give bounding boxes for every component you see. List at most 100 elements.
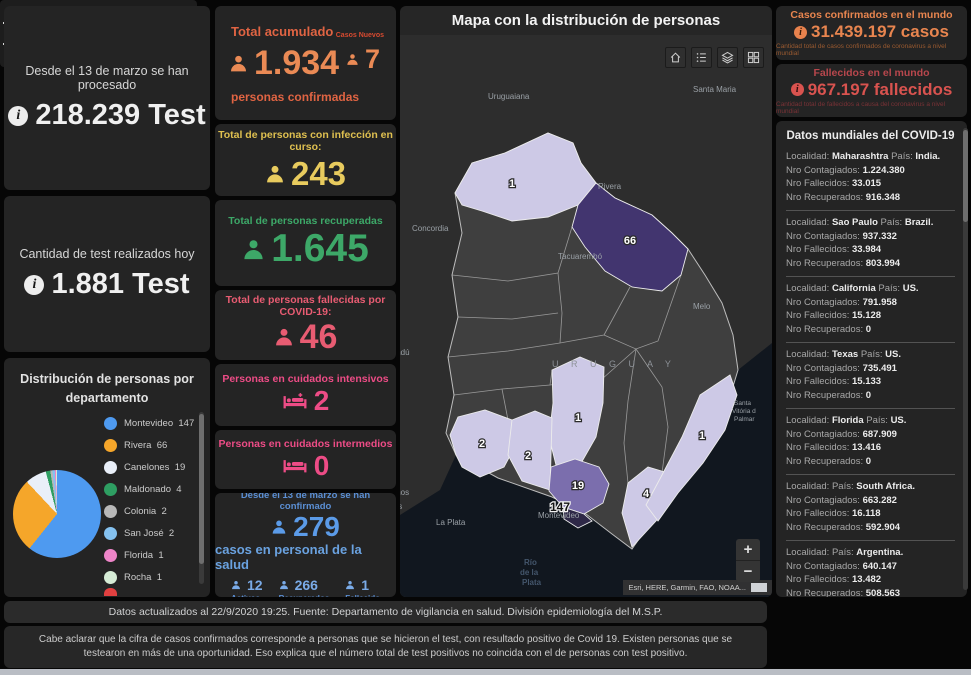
world-entry: Localidad: Sao Paulo País: Brazil. Nro Co…: [786, 211, 955, 277]
world-entry: Localidad: California País: US. Nro Conta…: [786, 277, 955, 343]
map-label-tacuarembo: Tacuarembó: [558, 252, 603, 261]
legend-scrollbar[interactable]: [199, 412, 204, 584]
cases-colonia: 2: [479, 438, 485, 450]
cases-san-jose: 2: [525, 450, 531, 462]
legend-label: San José 2: [124, 527, 175, 539]
map-title: Mapa con la distribución de personas: [451, 12, 721, 29]
world-deaths-value: 967.197 fallecidos: [807, 79, 953, 99]
distribution-pie-chart[interactable]: [13, 470, 101, 558]
zoom-out-button[interactable]: −: [736, 561, 760, 582]
legend-label: Florida 1: [124, 549, 164, 561]
tests-today-value: 1.881 Test: [51, 268, 190, 300]
hw-deceased-col: 1 Fallecido: [345, 577, 380, 598]
icu-value: 2: [313, 385, 330, 416]
legend-label: Maldonado 4: [124, 483, 182, 495]
legend-swatch: [104, 482, 117, 496]
icu-label: Personas en cuidados intensivos: [222, 373, 389, 385]
person-icon: [275, 328, 292, 346]
legend-partial-item: [104, 588, 117, 596]
world-deaths-panel: Fallecidos en el mundo i 967.197 falleci…: [776, 64, 967, 117]
legend-swatch: [104, 548, 117, 562]
icu-value-row: 2: [282, 385, 330, 417]
world-data-panel: Datos mundiales del COVID-19 Localidad: …: [776, 121, 967, 597]
tests-processed-value-row: i 218.239 Test: [8, 99, 206, 132]
health-workers-value: 279: [293, 510, 340, 542]
world-entry: Localidad: Maharashtra País: India. Nro C…: [786, 145, 955, 211]
hw-active-col: 12 Activos: [231, 577, 263, 598]
world-confirmed-value: 31.439.197 casos: [810, 22, 949, 41]
world-list-scrollbar-thumb[interactable]: [963, 130, 968, 222]
basemap-grid-icon[interactable]: [743, 47, 764, 68]
zoom-in-button[interactable]: +: [736, 539, 760, 561]
legend-list-icon[interactable]: [691, 47, 712, 68]
legend-item[interactable]: Rocha 1: [104, 566, 196, 588]
map-attribution: Esri, HERE, Garmin, FAO, NOAA...: [623, 580, 772, 595]
legend-item[interactable]: Canelones 19: [104, 456, 196, 478]
legend-item[interactable]: San José 2: [104, 522, 196, 544]
legend-scrollbar-thumb[interactable]: [199, 414, 204, 564]
tests-today-value-row: i 1.881 Test: [24, 268, 190, 301]
info-icon[interactable]: i: [8, 105, 29, 126]
legend-swatch: [104, 504, 117, 518]
world-list-scrollbar[interactable]: [963, 128, 968, 590]
deaths-card: Total de personas fallecidas por COVID-1…: [215, 290, 396, 360]
health-workers-label: Desde el 13 de marzo se han confirmado: [240, 493, 371, 512]
health-workers-breakdown: 12 Activos 266 Recuperados 1 Fallecido: [215, 577, 396, 598]
map-panel: Mapa con la distribución de personas: [400, 6, 772, 597]
health-workers-value-row: 279: [271, 511, 340, 543]
person-icon: [347, 54, 358, 65]
world-list: Localidad: Maharashtra País: India. Nro C…: [786, 145, 955, 597]
uruguay-map[interactable]: Uruguaiana Santa Maria Concordia Rivera …: [400, 35, 772, 597]
map-label-rivera-city: Rivera: [598, 182, 622, 191]
legend-swatch: [104, 570, 117, 584]
map-label-santa-maria: Santa Maria: [693, 85, 737, 94]
info-icon[interactable]: i: [790, 83, 804, 96]
legend-item[interactable]: Maldonado 4: [104, 478, 196, 500]
map-label-santa-vitoria-3: Palmar: [734, 416, 755, 423]
legend-item[interactable]: Montevideo 147: [104, 412, 196, 434]
footer-updated: Datos actualizados al 22/9/2020 19:25. F…: [4, 601, 767, 623]
person-icon: [244, 239, 263, 259]
tests-processed-label: Desde el 13 de marzo se han procesado: [25, 64, 189, 92]
layers-icon[interactable]: [717, 47, 738, 68]
person-icon: [232, 580, 240, 589]
world-data-title: Datos mundiales del COVID-19: [786, 130, 955, 142]
map-label-buenos-aires-2: Aires: [400, 502, 402, 511]
legend-item[interactable]: Florida 1: [104, 544, 196, 566]
world-deaths-subtitle: Cantidad total de fallecidos a causa del…: [776, 100, 946, 115]
map-label-country: U R U G U A Y: [552, 359, 676, 369]
map-zoom-controls: + −: [736, 539, 760, 582]
bottom-strip: [0, 669, 971, 675]
distribution-legend: Montevideo 147 Rivera 66 Canelones 19 Maldo…: [104, 412, 196, 588]
person-icon: [230, 55, 247, 72]
home-icon[interactable]: [665, 47, 686, 68]
recovered-card: Total de personas recuperadas 1.645: [215, 200, 396, 286]
department-rivera[interactable]: [571, 182, 689, 292]
map-label-la-plata: La Plata: [436, 518, 466, 527]
cases-florida: 1: [575, 412, 581, 424]
deaths-value-row: 46: [274, 318, 337, 357]
legend-swatch: [104, 460, 117, 474]
recovered-value: 1.645: [271, 227, 369, 270]
accumulated-value: 1.934: [254, 44, 340, 82]
map-label-santa-vitoria-2: Vitória d: [732, 408, 756, 415]
legend-item[interactable]: Colonia 2: [104, 500, 196, 522]
info-icon[interactable]: i: [793, 25, 807, 39]
map-area[interactable]: Uruguaiana Santa Maria Concordia Rivera …: [400, 35, 772, 597]
info-icon[interactable]: i: [24, 274, 45, 295]
tests-processed-value: 218.239 Test: [35, 99, 206, 131]
active-cases-card: Total de personas con infección en curso…: [215, 124, 396, 196]
map-label-paysandu: Paysandú: [400, 348, 410, 357]
world-confirmed-title: Casos confirmados en el mundo: [790, 9, 953, 21]
department-canelones[interactable]: [548, 458, 610, 515]
legend-item[interactable]: Rivera 66: [104, 434, 196, 456]
cases-rocha: 1: [699, 430, 705, 442]
tests-today-label: Cantidad de test realizados hoy: [19, 247, 195, 261]
world-confirmed-panel: Casos confirmados en el mundo i 31.439.1…: [776, 6, 967, 60]
department-rocha[interactable]: [645, 374, 738, 522]
legend-label: Rivera 66: [124, 439, 168, 451]
department-montevideo[interactable]: [562, 506, 593, 529]
accumulated-card: Total acumulado 1.934 personas confirmad…: [215, 6, 396, 120]
health-workers-card: Desde el 13 de marzo se han confirmado 2…: [215, 493, 396, 597]
footer-disclaimer: Cabe aclarar que la cifra de casos confi…: [4, 626, 767, 668]
